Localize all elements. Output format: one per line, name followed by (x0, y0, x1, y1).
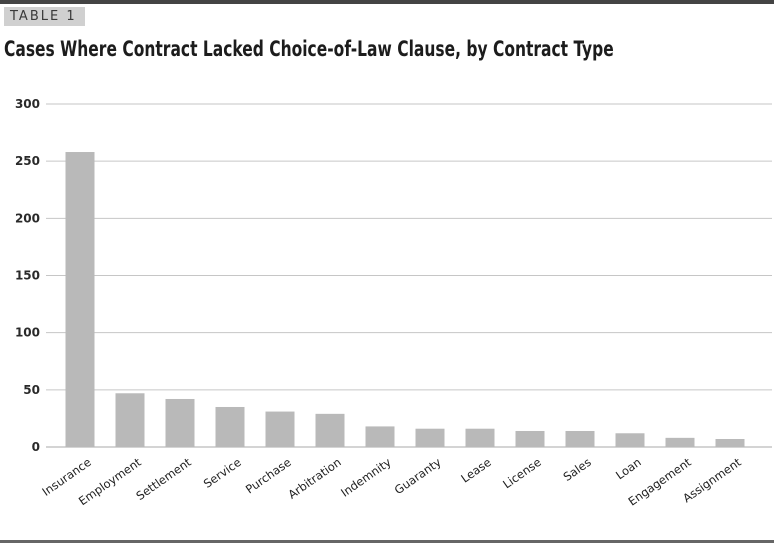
x-category-label: License (500, 455, 544, 491)
top-rule (0, 0, 774, 4)
y-axis-ticks: 0 50 100 150 200 250 300 (15, 97, 40, 454)
y-tick-label: 300 (15, 97, 40, 111)
bar-engagement (665, 437, 695, 447)
x-category-label: Loan (613, 455, 644, 482)
bar-loan (615, 433, 645, 447)
bar-assignment (715, 438, 745, 447)
bottom-rule (0, 540, 774, 543)
bar-settlement (165, 398, 195, 447)
bar-guaranty (415, 428, 445, 447)
bar-sales (565, 430, 595, 447)
x-category-label: Arbitration (285, 455, 343, 502)
x-category-label: Indemnity (338, 455, 394, 500)
x-category-label: Service (201, 455, 244, 491)
x-category-label: Settlement (133, 455, 194, 503)
gridlines (46, 103, 772, 448)
x-category-label: Sales (561, 455, 594, 484)
y-tick-label: 200 (15, 211, 40, 225)
bar-employment (115, 393, 145, 447)
bar-arbitration (315, 413, 345, 447)
bar-indemnity (365, 426, 395, 447)
bar-purchase (265, 411, 295, 447)
y-tick-label: 250 (15, 154, 40, 168)
bar-insurance (65, 152, 95, 447)
table-tag: TABLE 1 (4, 7, 85, 26)
x-category-label: Lease (458, 455, 493, 486)
y-tick-label: 150 (15, 269, 40, 283)
chart-title: Cases Where Contract Lacked Choice-of-La… (4, 37, 614, 61)
bar-lease (465, 428, 495, 447)
bars (65, 152, 745, 447)
bar-service (215, 406, 245, 447)
bar-license (515, 430, 545, 447)
x-category-label: Guaranty (392, 455, 444, 497)
y-tick-label: 50 (23, 383, 40, 397)
y-tick-label: 0 (32, 440, 40, 454)
y-tick-label: 100 (15, 326, 40, 340)
